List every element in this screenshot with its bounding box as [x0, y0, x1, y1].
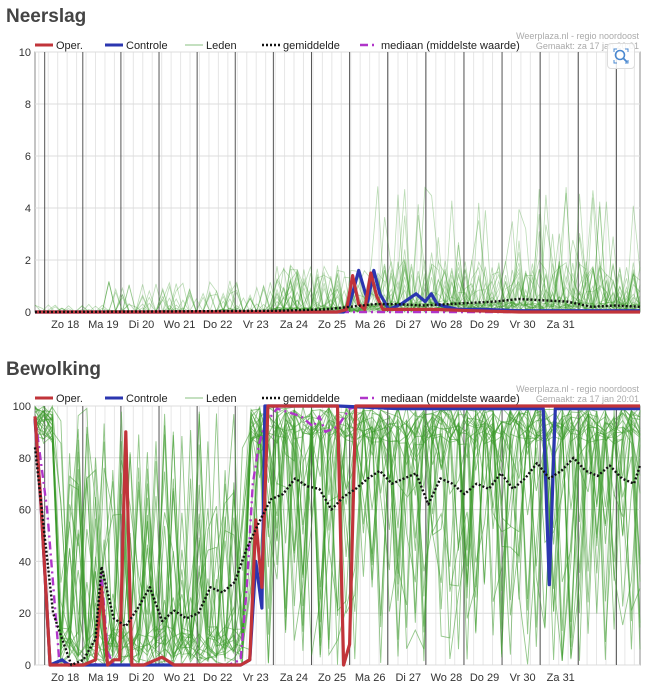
x-tick-label: Vr 23	[243, 672, 269, 684]
x-tick-label: Di 20	[129, 672, 155, 684]
x-tick-label: Zo 25	[318, 672, 346, 684]
ensemble-member-line	[35, 200, 641, 313]
series-gemiddelde	[33, 447, 642, 667]
x-tick-label: Ma 19	[88, 319, 119, 331]
legend: Oper. Controle Leden gemiddelde mediaan (mid…	[35, 40, 520, 52]
y-tick-label: 4	[25, 203, 31, 215]
x-tick-label: Vr 30	[510, 319, 536, 331]
x-tick-label: Zo 18	[51, 672, 79, 684]
series-oper	[35, 271, 640, 314]
x-tick-label: Do 29	[470, 319, 499, 331]
made-label: Gemaakt: za 17 jan 20:01	[536, 41, 639, 51]
ensemble-member-line	[34, 405, 641, 665]
legend-label: Leden	[206, 393, 237, 405]
source-label: Weerplaza.nl - regio noordoost	[516, 31, 639, 41]
plot-area	[34, 51, 641, 313]
x-tick-label: Za 24	[280, 672, 308, 684]
x-tick-label: Vr 23	[243, 319, 269, 331]
legend-label: Leden	[206, 40, 237, 52]
x-tick-label: Di 27	[395, 319, 421, 331]
y-tick-label: 80	[19, 453, 31, 465]
y-tick-label: 40	[19, 556, 31, 568]
x-tick-label: Ma 26	[355, 672, 386, 684]
series-controle	[35, 268, 640, 314]
y-tick-label: 8	[25, 99, 31, 111]
source-label: Weerplaza.nl - regio noordoost	[516, 384, 639, 394]
y-tick-label: 0	[25, 660, 31, 672]
series-oper	[33, 404, 640, 667]
x-tick-label: Za 24	[280, 319, 308, 331]
grid	[35, 51, 640, 313]
legend-label: mediaan (middelste waarde)	[381, 393, 520, 405]
ensemble-member-line	[34, 405, 641, 666]
y-tick-label: 2	[25, 255, 31, 267]
x-tick-label: Di 27	[395, 672, 421, 684]
y-tick-label: 0	[25, 307, 31, 319]
legend-label: gemiddelde	[283, 40, 340, 52]
y-tick-label: 60	[19, 505, 31, 517]
y-tick-label: 10	[19, 47, 31, 59]
x-tick-label: Do 29	[470, 672, 499, 684]
legend-label: Oper.	[56, 393, 83, 405]
chart-title-bewolking: Bewolking	[6, 359, 102, 380]
ensemble-member-line	[34, 405, 641, 665]
x-tick-label: Wo 28	[431, 319, 463, 331]
x-tick-label: Do 22	[203, 672, 232, 684]
x-tick-label: Zo 18	[51, 319, 79, 331]
chart-neerslag: 0 2 4 6 8 10 Zo 18 Ma 19 Di 20 Wo 21 Do 22 Vr 23 Za …	[19, 31, 641, 331]
x-tick-label: Ma 19	[88, 672, 119, 684]
x-tick-label: Wo 28	[431, 672, 463, 684]
x-tick-label: Za 31	[547, 319, 575, 331]
legend-label: Controle	[126, 40, 168, 52]
y-tick-label: 100	[13, 401, 31, 413]
x-tick-label: Vr 30	[510, 672, 536, 684]
zoom-icon	[613, 48, 629, 64]
x-tick-label: Za 31	[547, 672, 575, 684]
x-tick-label: Do 22	[203, 319, 232, 331]
legend-label: mediaan (middelste waarde)	[381, 40, 520, 52]
x-tick-label: Wo 21	[164, 319, 196, 331]
x-tick-label: Di 20	[129, 319, 155, 331]
zoom-button[interactable]	[607, 43, 635, 69]
legend-label: Controle	[126, 393, 168, 405]
y-tick-label: 20	[19, 608, 31, 620]
x-tick-label: Ma 26	[355, 319, 386, 331]
y-tick-label: 6	[25, 151, 31, 163]
chart-title-neerslag: Neerslag	[6, 6, 87, 27]
x-tick-label: Zo 25	[318, 319, 346, 331]
legend-label: gemiddelde	[283, 393, 340, 405]
made-label: Gemaakt: za 17 jan 20:01	[536, 394, 639, 404]
series-gemiddelde	[34, 297, 641, 314]
x-tick-label: Wo 21	[164, 672, 196, 684]
legend-label: Oper.	[56, 40, 83, 52]
chart-bewolking: 0 20 40 60 80 100 Zo 18 Ma 19 Di 20 Wo 21 Do 22 Vr …	[13, 384, 642, 684]
ensemble-member-line	[34, 408, 641, 656]
legend: Oper. Controle Leden gemiddelde mediaan (mid…	[35, 393, 520, 405]
